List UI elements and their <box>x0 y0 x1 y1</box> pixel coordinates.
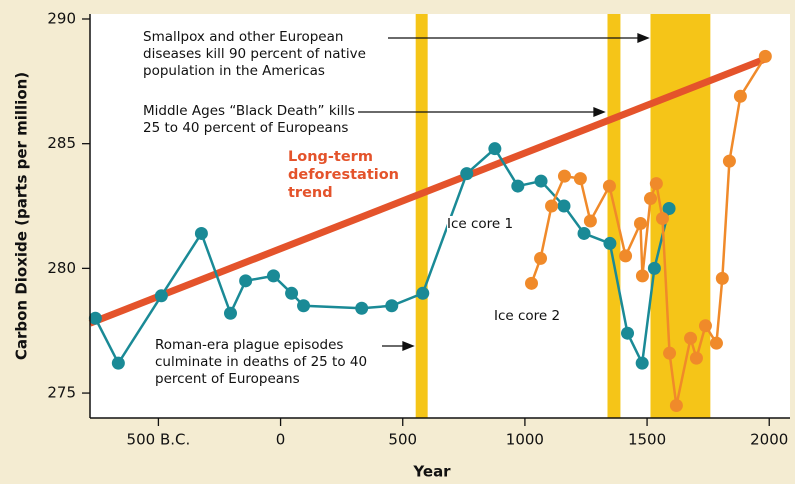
data-point <box>557 169 571 183</box>
x-tick-label: 2000 <box>750 431 788 449</box>
series-label: Ice core 1 <box>447 216 514 232</box>
series-label: Ice core 2 <box>494 308 561 324</box>
y-tick-label: 275 <box>47 384 76 402</box>
arrow-head <box>593 107 606 117</box>
data-point <box>577 226 591 240</box>
shaded-period <box>415 14 428 418</box>
data-point <box>534 251 548 265</box>
data-point <box>684 331 698 345</box>
data-point <box>733 89 747 103</box>
series-label: Long-term deforestation trend <box>288 149 400 201</box>
data-point <box>385 299 399 313</box>
data-point <box>709 336 723 350</box>
data-point <box>460 167 474 181</box>
data-point <box>663 346 677 360</box>
data-point <box>266 269 280 283</box>
x-axis-label: Year <box>412 463 451 481</box>
data-point <box>534 174 548 188</box>
y-tick-label: 285 <box>47 134 76 152</box>
data-point <box>223 306 237 320</box>
data-point <box>722 154 736 168</box>
data-point <box>662 202 676 216</box>
annotation: Smallpox and other European diseases kil… <box>143 29 366 79</box>
data-point <box>416 286 430 300</box>
annotation: Roman-era plague episodes culminate in d… <box>155 337 368 387</box>
x-tick-label: 1500 <box>628 431 666 449</box>
x-tick-label: 1000 <box>506 431 544 449</box>
y-tick-label: 290 <box>47 9 76 27</box>
data-point <box>619 249 633 263</box>
data-point <box>488 142 502 156</box>
data-point <box>355 301 369 315</box>
data-point <box>603 236 617 250</box>
data-point <box>655 211 669 225</box>
x-tick-label: 0 <box>276 431 286 449</box>
data-point <box>758 49 772 63</box>
data-point <box>635 356 649 370</box>
data-point <box>239 274 253 288</box>
data-point <box>525 276 539 290</box>
shaded-period <box>607 14 621 418</box>
y-tick-label: 280 <box>47 259 76 277</box>
x-tick-label: 500 <box>388 431 417 449</box>
x-tick-label: 500 B.C. <box>127 431 191 449</box>
data-point <box>633 216 647 230</box>
annotation: Middle Ages “Black Death” kills 25 to 40… <box>143 103 355 136</box>
data-point <box>111 356 125 370</box>
data-point <box>557 199 571 213</box>
data-point <box>88 311 102 325</box>
data-point <box>649 177 663 191</box>
data-point <box>545 199 559 213</box>
data-point <box>643 192 657 206</box>
data-point <box>154 289 168 303</box>
data-point <box>511 179 525 193</box>
data-point <box>583 214 597 228</box>
data-point <box>285 286 299 300</box>
arrows <box>358 33 650 351</box>
data-point <box>647 261 661 275</box>
data-point <box>573 172 587 186</box>
trend-line <box>88 55 767 327</box>
data-point <box>698 319 712 333</box>
data-point <box>635 269 649 283</box>
y-axis-label: Carbon Dioxide (parts per million) <box>13 72 31 360</box>
data-point <box>194 226 208 240</box>
data-point <box>297 299 311 313</box>
data-point <box>689 351 703 365</box>
arrow-head <box>402 341 415 351</box>
data-point <box>715 271 729 285</box>
arrow-head <box>637 33 650 43</box>
data-point <box>602 179 616 193</box>
data-point <box>621 326 635 340</box>
data-point <box>669 399 683 413</box>
